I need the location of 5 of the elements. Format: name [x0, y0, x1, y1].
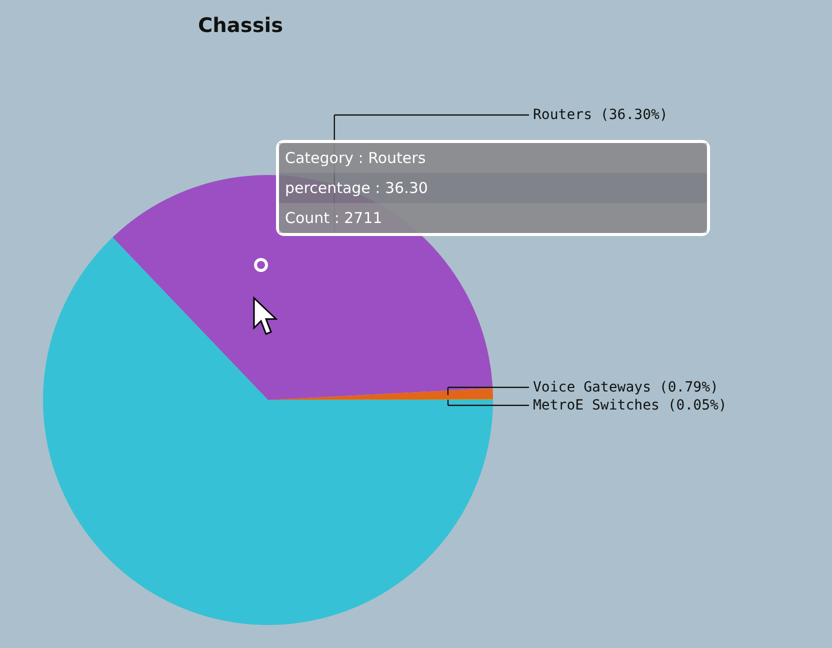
slice-label: Voice Gateways (0.79%): [533, 379, 718, 396]
slice-label: MetroE Switches (0.05%): [533, 397, 727, 414]
tooltip: Category : Routers percentage : 36.30 Count : 2711: [276, 140, 710, 236]
slice-label: Routers (36.30%): [533, 107, 668, 123]
chart-title: Chassis: [198, 13, 283, 37]
